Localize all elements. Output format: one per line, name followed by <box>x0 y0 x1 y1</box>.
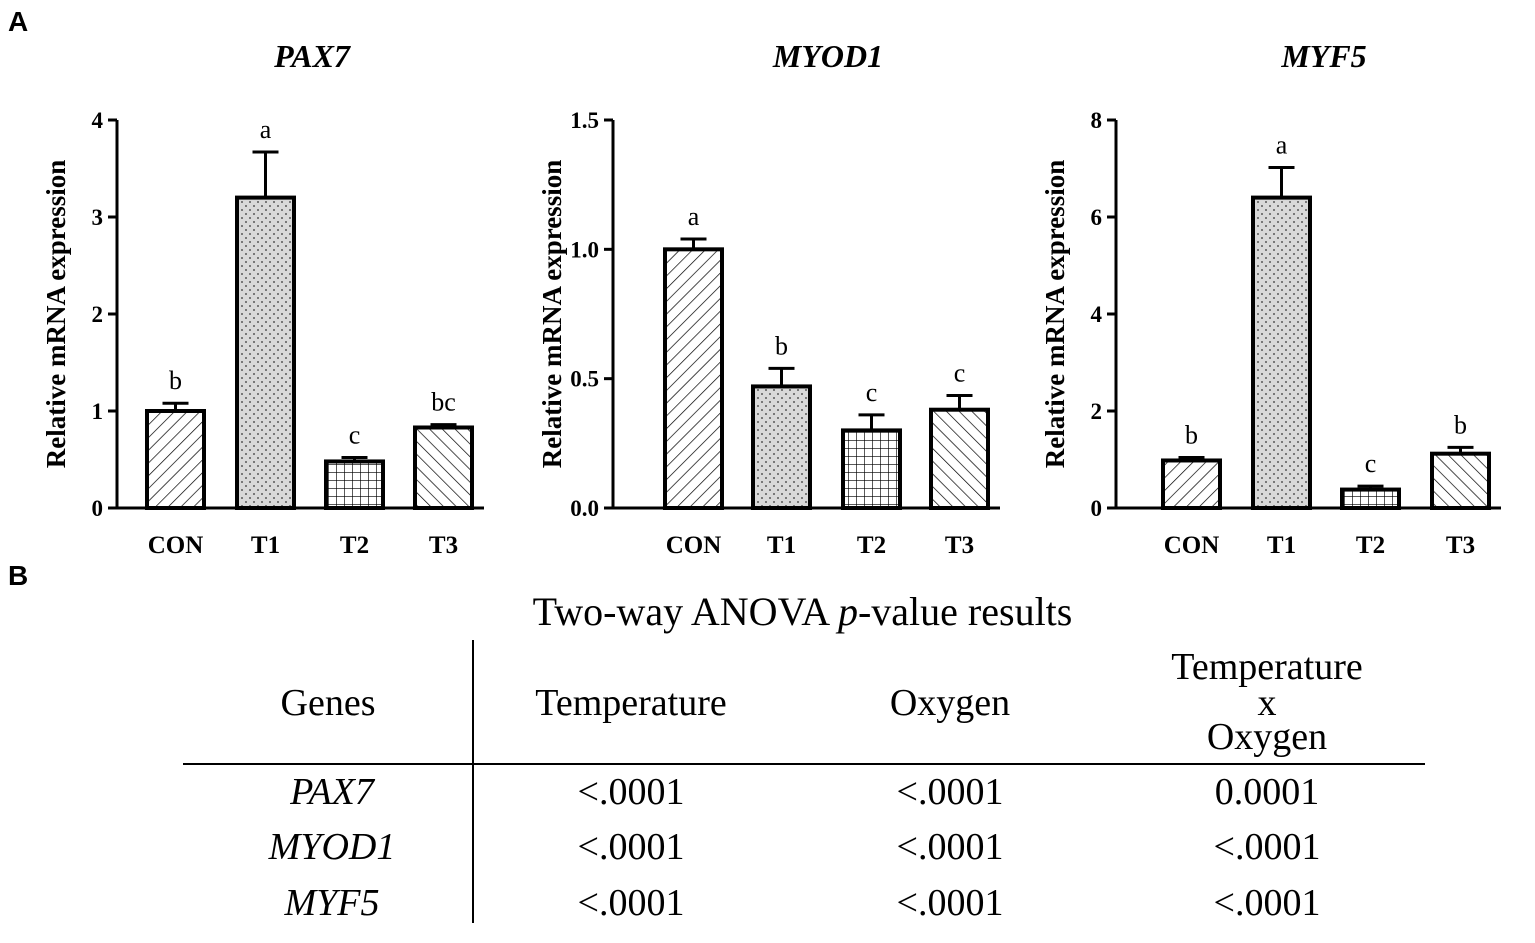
row-interaction: 0.0001 <box>1214 771 1320 813</box>
row-gene: MYOD1 <box>268 826 396 868</box>
y-axis-label: Relative mRNA expression <box>1040 160 1070 468</box>
bar-t1 <box>235 195 296 510</box>
header-genes: Genes <box>280 682 376 724</box>
x-tick-label: CON <box>1164 532 1220 559</box>
row-oxygen: <.0001 <box>896 771 1004 813</box>
bar-t1 <box>751 384 812 510</box>
bar-t3 <box>929 407 990 510</box>
y-tick-label: 2 <box>1091 399 1103 424</box>
x-tick-label: T2 <box>857 532 886 559</box>
chart-title: MYF5 <box>1280 38 1366 74</box>
bar-t3 <box>1430 451 1491 510</box>
y-tick-label: 0 <box>1091 496 1103 521</box>
x-tick-label: T3 <box>945 532 974 559</box>
row-oxygen: <.0001 <box>896 882 1004 924</box>
myf5-chart: MYF5 Relative mRNA expression 0 2 4 6 8 b CON a T1… <box>1040 38 1501 559</box>
y-tick-label: 0.0 <box>570 496 599 521</box>
row-interaction: <.0001 <box>1213 882 1321 924</box>
significance-letter: c <box>866 378 878 407</box>
x-tick-label: T3 <box>429 532 458 559</box>
y-tick-label: 4 <box>1091 302 1103 327</box>
significance-letter: b <box>169 366 182 395</box>
row-gene: MYF5 <box>284 882 380 924</box>
panel-b-label: B <box>8 560 29 591</box>
significance-letter: c <box>954 358 966 387</box>
significance-letter: c <box>349 421 361 450</box>
table-title: Two-way ANOVA p-value results <box>532 589 1073 634</box>
bar-charts: PAX7 Relative mRNA expression 0 1 2 3 4 b CON a T1… <box>41 38 1501 559</box>
x-tick-label: T1 <box>251 532 280 559</box>
x-tick-label: T3 <box>1446 532 1475 559</box>
x-tick-label: CON <box>666 532 722 559</box>
significance-letter: a <box>1276 131 1288 160</box>
x-tick-label: T1 <box>767 532 796 559</box>
x-tick-label: T2 <box>1356 532 1385 559</box>
x-tick-label: CON <box>148 532 204 559</box>
pax7-chart: PAX7 Relative mRNA expression 0 1 2 3 4 b CON a T1… <box>41 38 484 559</box>
x-tick-label: T1 <box>1267 532 1296 559</box>
panel-a-label: A <box>8 6 29 37</box>
bar-con <box>145 409 206 510</box>
row-interaction: <.0001 <box>1213 826 1321 868</box>
bar-t1 <box>1251 195 1312 510</box>
chart-title: PAX7 <box>273 38 352 74</box>
bar-t2 <box>1340 487 1401 511</box>
bar-t3 <box>413 425 474 510</box>
header-oxygen: Oxygen <box>889 682 1011 724</box>
significance-letter: c <box>1365 449 1377 478</box>
bar-con <box>1161 458 1222 510</box>
y-tick-label: 4 <box>92 108 104 133</box>
y-tick-label: 0.5 <box>570 367 599 392</box>
y-axis-label: Relative mRNA expression <box>537 160 567 468</box>
significance-letter: b <box>1185 421 1198 450</box>
bar-con <box>663 247 724 510</box>
header-temperature: Temperature <box>535 682 727 724</box>
x-tick-label: T2 <box>340 532 369 559</box>
chart-title: MYOD1 <box>772 38 883 74</box>
y-tick-label: 1.5 <box>570 108 599 133</box>
row-oxygen: <.0001 <box>896 826 1004 868</box>
row-gene: PAX7 <box>290 771 374 813</box>
row-temperature: <.0001 <box>577 882 685 924</box>
table-vertical-divider <box>472 640 474 923</box>
table-header-divider <box>183 763 1425 765</box>
y-tick-label: 3 <box>92 205 104 230</box>
row-temperature: <.0001 <box>577 771 685 813</box>
significance-letter: a <box>688 202 700 231</box>
y-axis-label: Relative mRNA expression <box>41 160 71 468</box>
y-tick-label: 8 <box>1091 108 1103 133</box>
header-interaction-line3: Oxygen <box>1206 716 1328 758</box>
significance-letter: bc <box>431 388 456 417</box>
row-temperature: <.0001 <box>577 826 685 868</box>
bar-t2 <box>841 428 902 510</box>
y-tick-label: 1 <box>92 399 104 424</box>
significance-letter: b <box>775 331 788 360</box>
bar-t2 <box>324 459 385 511</box>
y-tick-label: 6 <box>1091 205 1103 230</box>
y-tick-label: 2 <box>92 302 104 327</box>
significance-letter: a <box>260 115 272 144</box>
header-interaction-line2: x <box>1257 682 1277 724</box>
myod1-chart: MYOD1 Relative mRNA expression 0.0 0.5 1.0 1.… <box>537 38 1000 559</box>
significance-letter: b <box>1454 410 1467 439</box>
y-tick-label: 1.0 <box>570 237 599 262</box>
header-interaction-line1: Temperature <box>1171 646 1363 688</box>
y-tick-label: 0 <box>92 496 104 521</box>
